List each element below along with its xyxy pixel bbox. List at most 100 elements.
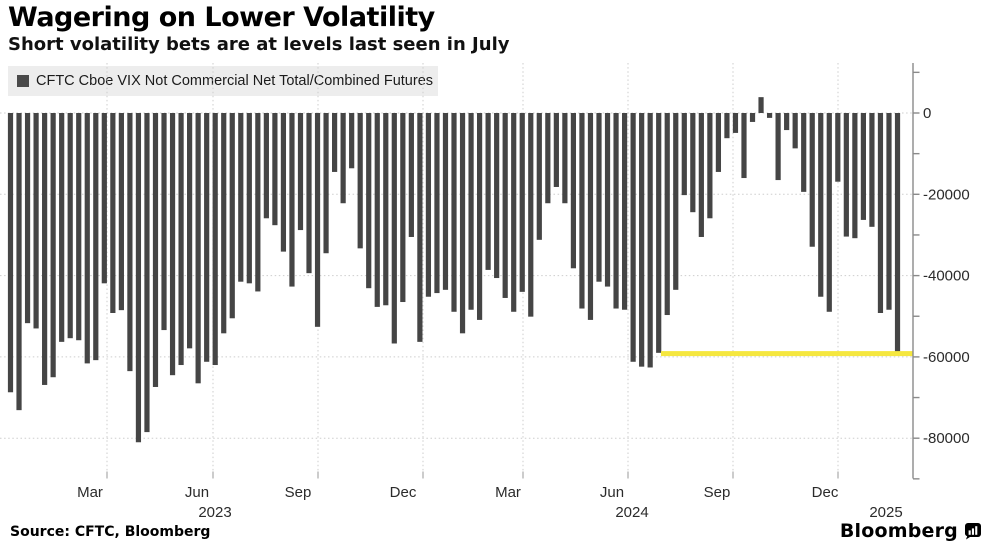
bar [306,113,312,274]
bar [238,113,244,282]
bar [869,113,875,227]
bar [459,113,466,334]
y-axis-label: -80000 [923,430,970,447]
page-subtitle: Short volatility bets are at levels last… [8,34,510,55]
bloomberg-logo: Bloomberg [840,520,982,542]
source-text: Source: CFTC, Bloomberg [10,524,211,540]
bar [187,113,193,349]
bloomberg-terminal-icon [965,523,981,540]
y-axis-label: -60000 [923,349,970,366]
bar [84,113,90,364]
bar [749,113,756,122]
bar [67,113,73,339]
bar [604,113,611,287]
bar [690,113,696,213]
bar [528,113,534,317]
bar [579,113,585,309]
bar [118,113,124,311]
bar [562,113,568,204]
bar [792,113,798,149]
bar [553,113,559,187]
bar [272,113,278,226]
y-axis-label: 0 [923,105,931,122]
bar [485,113,491,270]
bar [135,113,142,443]
x-axis-label: Sep [285,484,312,501]
bar [647,113,653,368]
bar [357,113,363,249]
bar [724,113,730,139]
bar [33,113,39,329]
bloomberg-logo-text: Bloomberg [839,520,958,542]
bar [161,113,167,331]
bar [536,113,542,240]
year-label: 2025 [869,504,902,521]
bar [289,113,295,287]
year-label: 2023 [198,504,231,521]
bar [826,113,832,312]
bar [212,113,218,366]
bar [775,113,781,181]
x-axis-label: Mar [77,484,103,501]
bar [852,113,858,239]
bar [297,113,304,231]
bar [639,113,645,367]
legend-swatch-icon [17,75,29,87]
bar [383,113,389,306]
bar [545,113,551,204]
bar [886,113,892,310]
page-title: Wagering on Lower Volatility [8,2,435,33]
bar [314,113,321,327]
bar [502,113,508,298]
bar [835,113,841,182]
bar [860,113,866,220]
bar [391,113,397,344]
bar [843,113,849,237]
bar [417,113,423,342]
x-axis-label: Sep [704,484,731,501]
bar [59,113,65,342]
bar [715,113,722,172]
bar [349,113,355,169]
x-axis-label: Dec [390,484,417,501]
bar [664,113,670,316]
bar [7,113,14,393]
bar [784,113,790,131]
bar [476,113,483,320]
annotation-line [661,351,913,357]
y-axis-label: -40000 [923,268,970,285]
bar [50,113,56,378]
bar [42,113,48,385]
bar [732,113,739,133]
bar [656,113,662,353]
bar [229,113,235,319]
bar [178,113,184,366]
bar [332,113,338,172]
year-label: 2024 [615,504,648,521]
bar [630,113,636,362]
bar [818,113,824,297]
bar [101,113,107,284]
bar [425,113,432,297]
bar [152,113,159,387]
bar [255,113,261,292]
bar [323,113,329,254]
bar [451,113,457,312]
bar [519,113,525,292]
bar [110,113,116,313]
bar [468,113,474,310]
bar [374,113,380,307]
bar [511,113,517,312]
bar [24,113,31,324]
bar [434,113,440,294]
bar [809,113,815,247]
bar [76,113,82,341]
bar [280,113,287,252]
bar [801,113,807,192]
bar [144,113,150,433]
bar [195,113,201,384]
bar [570,113,577,269]
x-axis-label: Jun [600,484,624,501]
bar [741,113,747,179]
